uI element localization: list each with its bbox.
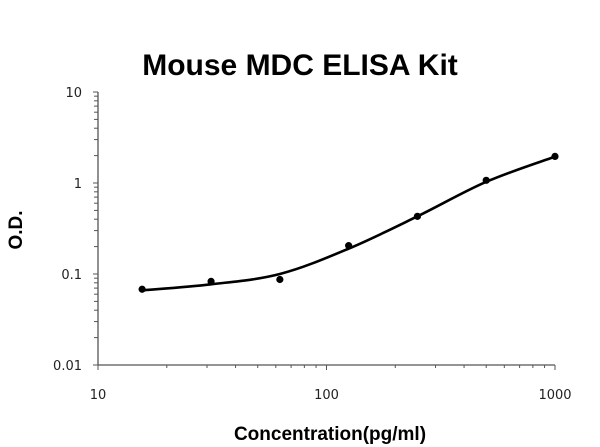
data-points: [138, 152, 559, 293]
y-axis-label: O.D.: [6, 210, 27, 249]
y-tick-label: 10: [65, 86, 82, 101]
x-tick-label: 10: [90, 388, 107, 403]
data-point: [207, 277, 215, 285]
y-tick-label: 1: [74, 177, 82, 192]
fit-curve-group: [142, 155, 556, 292]
x-tick-label: 1000: [538, 388, 571, 403]
x-axis-label: Concentration(pg/ml): [234, 424, 426, 445]
data-point: [482, 176, 490, 184]
data-point: [345, 242, 353, 250]
data-point: [551, 152, 559, 161]
chart-title: Mouse MDC ELISA Kit: [142, 49, 458, 82]
axes: [93, 91, 556, 370]
data-point: [276, 275, 284, 284]
data-point: [138, 285, 146, 293]
y-tick-label: 0.1: [61, 268, 82, 283]
data-point: [413, 212, 422, 220]
fit-curve: [142, 155, 556, 292]
tick-labels: 10 1 0.1 0.01 10 100 1000: [53, 86, 572, 403]
y-tick-label: 0.01: [53, 359, 82, 374]
x-tick-label: 100: [314, 388, 339, 403]
